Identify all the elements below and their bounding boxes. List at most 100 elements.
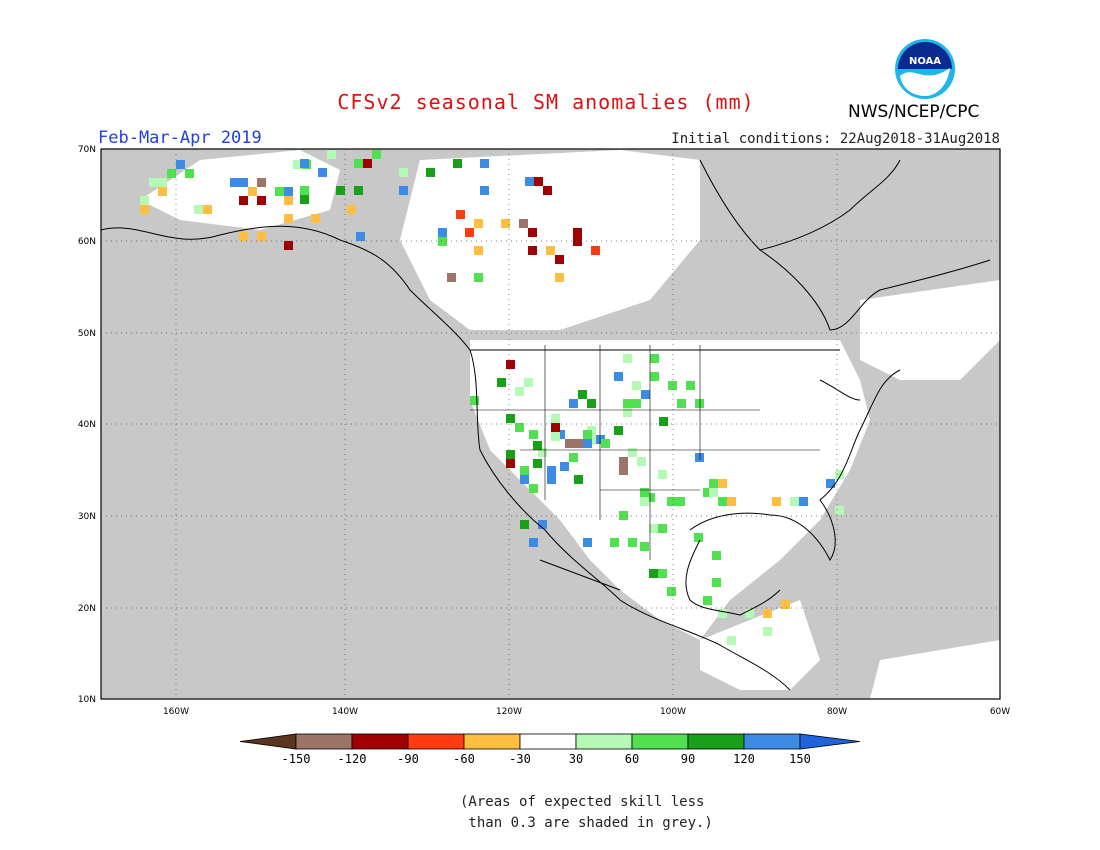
latitude-label: 20N	[78, 604, 96, 614]
anomaly-cell	[399, 168, 408, 177]
anomaly-cell	[275, 187, 284, 196]
anomaly-cell	[529, 484, 538, 493]
anomaly-cell	[447, 273, 456, 282]
anomaly-cell	[538, 448, 547, 457]
anomaly-cell	[583, 439, 592, 448]
anomaly-cell	[623, 408, 632, 417]
anomaly-cell	[649, 569, 658, 578]
anomaly-cell	[497, 378, 506, 387]
legend-tick-label: 90	[681, 752, 695, 766]
anomaly-cell	[438, 228, 447, 237]
legend-arrow-high	[799, 733, 861, 750]
legend-arrow-low	[239, 733, 297, 750]
anomaly-cell	[703, 596, 712, 605]
longitude-label: 80W	[827, 707, 847, 717]
legend-tick-label: -30	[509, 752, 531, 766]
latitude-label: 50N	[78, 329, 96, 339]
anomaly-cell	[520, 475, 529, 484]
anomaly-cell	[438, 237, 447, 246]
anomaly-cell	[356, 232, 365, 241]
anomaly-cell	[230, 178, 239, 187]
anomaly-cell	[686, 381, 695, 390]
anomaly-cell	[556, 430, 565, 439]
anomaly-cell	[569, 453, 578, 462]
state-lines	[470, 345, 820, 560]
anomaly-cell	[284, 214, 293, 223]
latitude-label: 40N	[78, 420, 96, 430]
anomaly-cell	[772, 497, 781, 506]
legend-swatch	[631, 733, 689, 750]
anomaly-cell	[248, 187, 257, 196]
anomaly-cell	[781, 600, 790, 609]
anomaly-cell	[284, 196, 293, 205]
anomaly-cell	[658, 470, 667, 479]
anomaly-cell	[745, 609, 754, 618]
anomaly-cell	[703, 488, 712, 497]
legend-swatch	[351, 733, 409, 750]
anomaly-cell	[569, 399, 578, 408]
latitude-label: 60N	[78, 237, 96, 247]
anomaly-cell	[506, 459, 515, 468]
longitude-label: 140W	[332, 707, 358, 717]
longitude-labels: 160W 140W 120W 100W 80W 60W	[163, 707, 1010, 717]
anomaly-cell	[300, 195, 309, 204]
anomaly-cell	[528, 228, 537, 237]
anomaly-cell	[543, 186, 552, 195]
anomaly-cell	[649, 524, 658, 533]
legend-tick-label: 120	[733, 752, 755, 766]
anomaly-cell	[667, 587, 676, 596]
anomaly-cell	[474, 273, 483, 282]
anomaly-cell	[300, 186, 309, 195]
anomaly-cell	[528, 246, 537, 255]
anomaly-cell	[835, 506, 844, 515]
anomaly-cell	[641, 390, 650, 399]
anomaly-cell	[718, 479, 727, 488]
latitude-label: 10N	[78, 695, 96, 705]
anomaly-cell	[591, 246, 600, 255]
anomaly-cell	[614, 426, 623, 435]
legend-swatch	[687, 733, 745, 750]
anomaly-cell	[727, 636, 736, 645]
legend-tick-label: -60	[453, 752, 475, 766]
anomaly-cell	[140, 196, 149, 205]
anomaly-cell	[474, 246, 483, 255]
longitude-label: 60W	[990, 707, 1010, 717]
anomaly-cell	[790, 497, 799, 506]
agency-label: NWS/NCEP/CPC	[848, 102, 980, 122]
anomaly-cell	[538, 520, 547, 529]
anomaly-cell	[623, 354, 632, 363]
anomaly-cell	[694, 533, 703, 542]
anomaly-cell	[623, 399, 632, 408]
anomaly-cell	[709, 488, 718, 497]
anomaly-cell	[578, 390, 587, 399]
anomaly-cell	[763, 609, 772, 618]
anomaly-cell	[547, 475, 556, 484]
legend-tick-label: 150	[789, 752, 811, 766]
anomaly-cell	[799, 497, 808, 506]
legend-tick-label: -150	[282, 752, 311, 766]
anomaly-cell	[284, 241, 293, 250]
anomaly-cell	[474, 219, 483, 228]
anomaly-cell	[194, 205, 203, 214]
anomaly-cell	[453, 159, 462, 168]
anomaly-cell	[506, 414, 515, 423]
anomaly-cell	[519, 219, 528, 228]
anomaly-cell	[158, 187, 167, 196]
svg-text:NOAA: NOAA	[909, 56, 941, 67]
legend-swatch	[575, 733, 633, 750]
anomaly-cell	[347, 205, 356, 214]
anomaly-cell	[525, 177, 534, 186]
anomaly-cell	[185, 169, 194, 178]
anomaly-cell	[709, 479, 718, 488]
anomaly-cell	[583, 430, 592, 439]
anomaly-cell	[515, 387, 524, 396]
anomaly-cell	[596, 435, 605, 444]
anomaly-cell	[501, 219, 510, 228]
anomaly-cell	[560, 462, 569, 471]
anomaly-cell	[640, 497, 649, 506]
anomaly-cell	[529, 430, 538, 439]
legend-swatch	[519, 733, 577, 750]
anomaly-cell	[176, 160, 185, 169]
anomaly-cell	[667, 497, 676, 506]
anomaly-cell	[601, 439, 610, 448]
